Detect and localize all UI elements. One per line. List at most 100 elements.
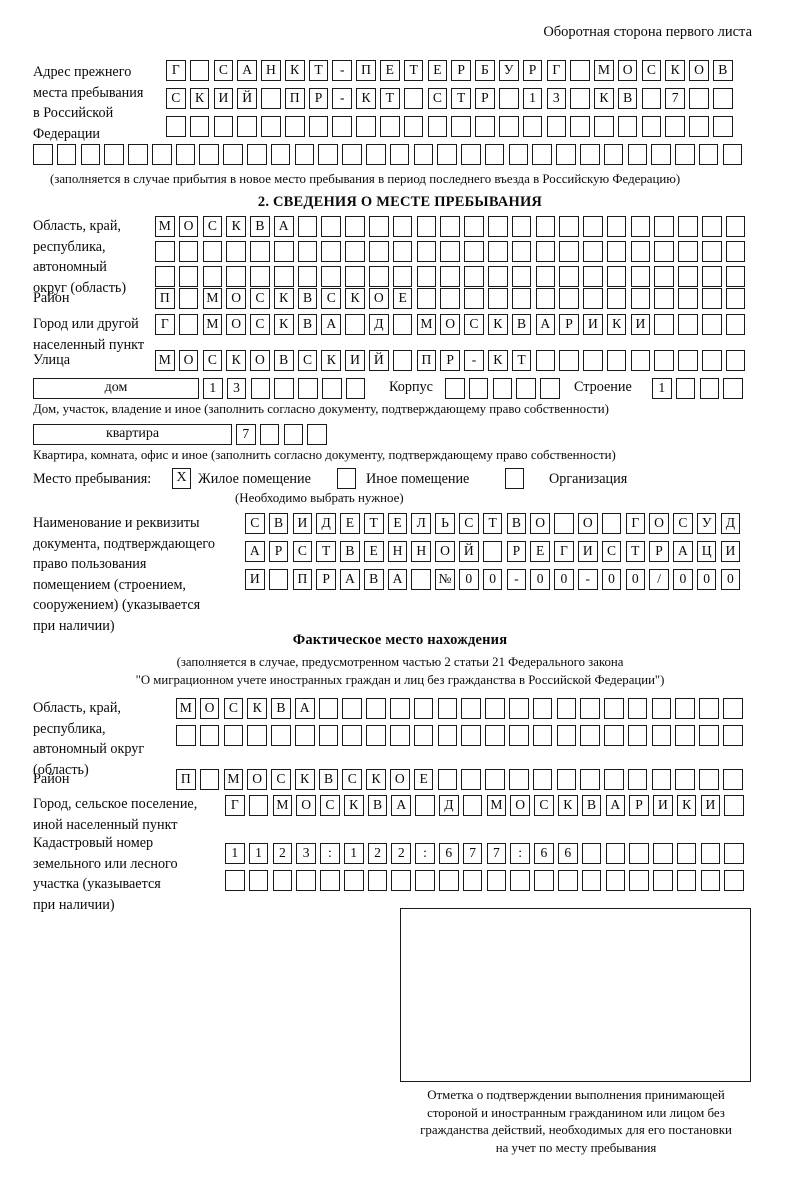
prev-address-cell[interactable] — [570, 116, 590, 137]
document-cell[interactable]: Н — [387, 541, 408, 562]
prev-address-cell[interactable] — [627, 144, 648, 165]
actual-region-cell[interactable]: К — [247, 698, 267, 719]
prev-address-cell[interactable]: Т — [308, 60, 329, 81]
region-cell[interactable] — [416, 241, 437, 262]
street-cell[interactable]: С — [297, 350, 318, 371]
document-cell[interactable]: Т — [316, 541, 336, 562]
actual-region-cell[interactable] — [461, 725, 481, 746]
city-cell[interactable] — [725, 314, 746, 335]
region-cell[interactable] — [678, 241, 698, 262]
prev-address-cell[interactable] — [365, 144, 386, 165]
region-cell[interactable] — [392, 241, 413, 262]
prev-address-cell[interactable]: В — [712, 60, 733, 81]
prev-address-cell[interactable]: Р — [522, 60, 543, 81]
document-cell[interactable]: Д — [316, 513, 336, 534]
region-cell[interactable] — [464, 241, 484, 262]
city-cell[interactable]: Р — [559, 314, 579, 335]
region-cell[interactable] — [583, 266, 603, 287]
prev-address-cell[interactable]: - — [332, 60, 353, 81]
street-cell[interactable] — [583, 350, 603, 371]
document-cell[interactable]: Р — [268, 541, 289, 562]
actual-city-cell[interactable]: Р — [629, 795, 649, 816]
actual-district-cell[interactable] — [604, 769, 624, 790]
region-cell[interactable]: М — [155, 216, 175, 237]
region-cell[interactable] — [321, 216, 342, 237]
street-cell[interactable]: О — [178, 350, 199, 371]
city-cell[interactable]: О — [226, 314, 246, 335]
confirmation-stamp-box[interactable] — [400, 908, 751, 1082]
region-cell[interactable] — [202, 266, 223, 287]
city-cell[interactable]: А — [321, 314, 342, 335]
region-cell[interactable] — [440, 241, 460, 262]
prev-address-cell[interactable] — [389, 144, 410, 165]
region-cell[interactable]: К — [226, 216, 246, 237]
street-cell[interactable]: И — [345, 350, 365, 371]
prev-address-cell[interactable]: Б — [475, 60, 495, 81]
actual-city-cell[interactable]: А — [391, 795, 412, 816]
prev-address-cell[interactable]: И — [213, 88, 234, 109]
document-cell[interactable] — [411, 569, 432, 590]
prev-address-cell[interactable] — [641, 116, 662, 137]
prev-address-cell[interactable] — [56, 144, 77, 165]
prev-address-cell[interactable] — [199, 144, 220, 165]
actual-region-cell[interactable] — [604, 698, 624, 719]
actual-city-cell[interactable]: И — [653, 795, 673, 816]
region-cell[interactable] — [440, 266, 460, 287]
region-cell[interactable] — [487, 266, 508, 287]
city-cell[interactable]: К — [487, 314, 508, 335]
prev-address-cell[interactable]: К — [284, 60, 305, 81]
document-cell[interactable]: Ц — [696, 541, 717, 562]
actual-city-cell[interactable]: К — [343, 795, 364, 816]
district-cell[interactable] — [630, 288, 651, 309]
document-cell[interactable]: Е — [363, 541, 384, 562]
prev-address-cell[interactable]: Й — [237, 88, 257, 109]
street-cell[interactable] — [654, 350, 674, 371]
flat-field-label[interactable]: квартира — [33, 424, 232, 445]
city-cell[interactable]: О — [440, 314, 460, 335]
actual-district-cell[interactable]: М — [223, 769, 244, 790]
region-cell[interactable] — [559, 241, 579, 262]
document-cell[interactable]: П — [292, 569, 313, 590]
prev-address-cell[interactable]: Г — [546, 60, 567, 81]
region-cell[interactable] — [392, 266, 413, 287]
actual-region-cell[interactable] — [722, 698, 743, 719]
cadastral-cell[interactable] — [367, 870, 388, 891]
cadastral-cell[interactable]: 2 — [272, 843, 293, 864]
korpus-cell[interactable] — [445, 378, 465, 399]
prev-address-cell[interactable]: Р — [308, 88, 329, 109]
district-cell[interactable]: П — [155, 288, 175, 309]
prev-address-cell[interactable] — [151, 144, 172, 165]
actual-city-cell[interactable] — [724, 795, 744, 816]
region-cell[interactable] — [345, 241, 365, 262]
prev-address-cell[interactable] — [403, 116, 424, 137]
document-cell[interactable]: 0 — [530, 569, 550, 590]
cadastral-cell[interactable] — [486, 870, 507, 891]
actual-region-cell[interactable]: О — [199, 698, 220, 719]
prev-address-cell[interactable] — [166, 116, 186, 137]
prev-address-cell[interactable]: Т — [380, 88, 400, 109]
prev-address-cell[interactable] — [104, 144, 124, 165]
actual-region-cell[interactable] — [294, 725, 315, 746]
prev-address-cell[interactable] — [689, 116, 709, 137]
prev-address-cell[interactable]: 1 — [522, 88, 543, 109]
actual-city-cell[interactable] — [248, 795, 269, 816]
actual-district-cell[interactable]: В — [318, 769, 339, 790]
city-cell[interactable] — [178, 314, 199, 335]
region-cell[interactable] — [701, 241, 722, 262]
region-cell[interactable] — [392, 216, 413, 237]
street-cell[interactable] — [701, 350, 722, 371]
cadastral-cell[interactable] — [462, 870, 483, 891]
korpus-cell[interactable] — [540, 378, 560, 399]
actual-region-cell[interactable] — [675, 725, 695, 746]
actual-region-cell[interactable]: В — [271, 698, 291, 719]
street-cell[interactable]: - — [464, 350, 484, 371]
actual-district-cell[interactable]: К — [366, 769, 386, 790]
actual-region-cell[interactable] — [699, 725, 719, 746]
prev-address-cell[interactable]: - — [332, 88, 353, 109]
prev-address-cell[interactable] — [603, 144, 624, 165]
cadastral-cell[interactable] — [700, 843, 721, 864]
cadastral-cell[interactable] — [605, 870, 626, 891]
region-cell[interactable] — [511, 266, 532, 287]
document-cell[interactable]: 0 — [673, 569, 693, 590]
actual-region-cell[interactable] — [508, 725, 529, 746]
